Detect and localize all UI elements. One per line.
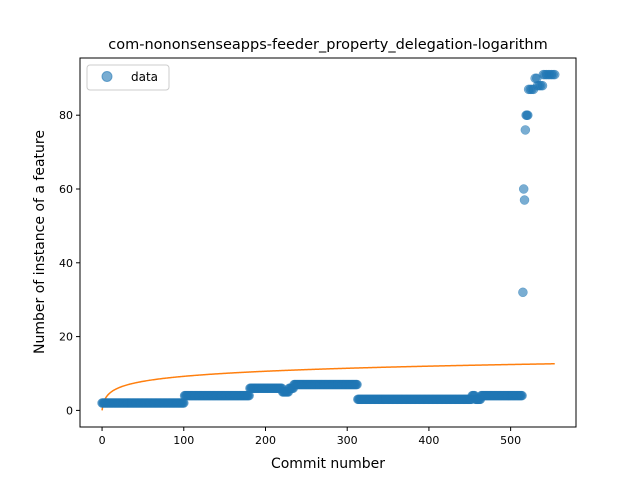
- data-point: [550, 69, 560, 80]
- y-ticks: 0 20 40 60 80: [59, 109, 80, 417]
- y-tick-label: 40: [59, 257, 73, 270]
- x-tick-label: 300: [337, 434, 358, 447]
- x-ticks: 0 100 200 300 400 500: [99, 427, 521, 447]
- y-axis-label: Number of instance of a feature: [32, 130, 48, 354]
- data-point: [352, 379, 362, 390]
- y-tick-label: 80: [59, 109, 73, 122]
- data-point: [520, 125, 531, 135]
- plot-frame: [79, 57, 577, 428]
- y-tick-label: 60: [59, 183, 73, 196]
- x-tick-label: 500: [500, 434, 521, 447]
- chart-title: com-nononsenseapps-feeder_property_deleg…: [108, 37, 548, 53]
- x-tick-label: 100: [173, 434, 194, 447]
- data-point: [519, 195, 530, 205]
- legend: data: [86, 64, 170, 91]
- x-tick-label: 400: [418, 434, 439, 447]
- data-point: [523, 110, 533, 120]
- fit-layer: [101, 363, 555, 411]
- x-axis-label: Commit number: [271, 456, 385, 472]
- data-point: [518, 184, 529, 194]
- data-point: [537, 80, 548, 91]
- data-point: [517, 390, 527, 401]
- points-layer: [97, 69, 560, 408]
- x-tick-label: 200: [255, 434, 276, 447]
- legend-marker: [101, 71, 113, 82]
- data-point: [518, 287, 528, 298]
- y-tick-label: 20: [59, 331, 73, 344]
- y-tick-label: 0: [66, 404, 73, 417]
- legend-label: data: [131, 70, 158, 84]
- x-tick-label: 0: [99, 434, 106, 447]
- fit-line: [101, 363, 555, 411]
